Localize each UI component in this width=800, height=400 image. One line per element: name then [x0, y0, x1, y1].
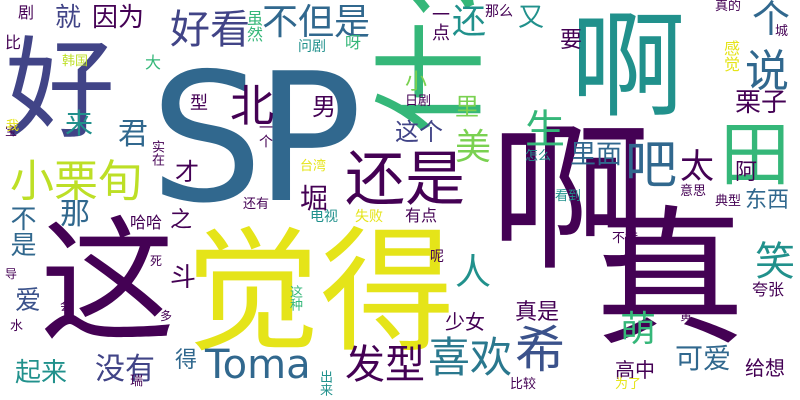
word-tian: 田: [720, 114, 790, 196]
word-meiyou: 没有: [95, 352, 155, 387]
word-de: 得: [175, 348, 198, 373]
word-xiaolixun: 小栗旬: [10, 156, 142, 207]
word-shaonv: 少女: [445, 310, 485, 334]
word-ya: 呀: [345, 33, 362, 52]
word-shibai: 失败: [355, 209, 383, 225]
word-limian: 里面: [570, 140, 623, 170]
word-xiao: 小: [405, 70, 428, 95]
word-haokan: 好看: [170, 7, 250, 53]
word-dianxing: 典型: [715, 194, 742, 209]
word-a-green: 啊: [551, 5, 685, 120]
word-toma: Toma: [205, 342, 311, 388]
word-gaozhong: 高中: [615, 358, 655, 382]
word-hanguo: 韩国: [62, 54, 89, 69]
word-a-large: 啊: [490, 106, 651, 293]
word-ge: 个: [752, 0, 791, 41]
word-dou: 斗: [170, 263, 197, 293]
word-na: 那: [60, 197, 90, 232]
word-taiwan: 台湾: [300, 159, 327, 174]
word-cheng: 城: [775, 24, 789, 39]
word-haishi: 还是: [345, 145, 465, 215]
word-dianshi: 电视: [310, 209, 338, 225]
word-chulai: 出来: [317, 370, 332, 396]
word-riju: 日剧: [405, 94, 432, 109]
word-si: 死: [150, 254, 163, 268]
word-lizi: 栗子: [735, 88, 788, 118]
word-mei: 美: [455, 127, 492, 168]
word-weile: 为了: [615, 377, 642, 392]
word-keai: 可爱: [675, 342, 732, 375]
word-jue: 堀: [300, 182, 329, 215]
word-kandao: 看到: [555, 189, 582, 204]
word-zhe: 这: [40, 204, 175, 361]
word-ren: 人: [455, 252, 492, 293]
word-yisi: 意思: [680, 184, 707, 199]
word-ju: 剧: [18, 3, 35, 22]
word-geixiang: 给想: [745, 356, 785, 380]
word-zhenshi: 真是: [515, 300, 560, 325]
word-ai: 爱: [15, 286, 42, 316]
word-zhen: 真: [595, 193, 746, 367]
word-ganjue: 感觉: [721, 40, 740, 72]
word-yige: 一个: [257, 120, 273, 148]
word-jiu: 就: [55, 3, 82, 33]
word-yao: 要: [560, 28, 583, 53]
word-hui: 会: [60, 299, 73, 313]
word-wo: 我: [6, 119, 20, 134]
word-juede: 觉得: [185, 214, 455, 371]
word-ne: 呢: [430, 249, 444, 265]
word-xing: 型: [190, 93, 208, 114]
word-ba: 吧: [625, 136, 678, 196]
word-bushi: 不是: [6, 205, 36, 257]
word-bei: 北: [230, 81, 274, 132]
word-hai: 还: [452, 2, 486, 42]
word-xiao: 笑: [755, 239, 795, 285]
word-dao: 导: [5, 267, 18, 281]
word-wenju: 问剧: [298, 39, 326, 55]
word-meng: 萌: [620, 309, 657, 350]
word-bao: 宝: [5, 124, 18, 138]
word-budanshi: 不但是: [262, 2, 371, 43]
word-bi: 比: [5, 33, 22, 52]
word-youdian: 有点: [405, 206, 438, 225]
word-bijiao: 比较: [510, 377, 537, 392]
word-lai: 来: [65, 107, 94, 140]
word-dongxi: 东西: [745, 188, 790, 213]
word-jun: 君: [118, 117, 148, 152]
word-zhege: 这个: [395, 118, 443, 146]
word-cai: 才: [175, 158, 199, 186]
word-huang: 黄: [680, 309, 693, 323]
word-kuazhang: 夸张: [752, 280, 785, 299]
word-zhezhong: 这种: [287, 285, 302, 311]
word-xihuan: 喜欢: [428, 333, 513, 382]
word-bucuo: 不错: [612, 231, 639, 246]
word-shizai: 实在: [149, 140, 164, 166]
word-haiyou: 还有: [243, 197, 270, 212]
word-a-small: 阿: [735, 160, 758, 185]
word-xi: 希: [515, 321, 565, 379]
word-sp: SP: [150, 35, 362, 242]
word-qilai: 起来: [15, 358, 68, 388]
word-rui: 瑞: [130, 374, 144, 389]
word-tai: 太: [680, 147, 714, 187]
word-shui: 水: [10, 319, 24, 334]
word-suiran: 虽然: [244, 10, 263, 42]
word-name: 那么: [485, 4, 513, 20]
word-zenme: 怎么: [525, 149, 552, 164]
word-hao: 好: [5, 26, 115, 154]
word-you: 又: [518, 3, 545, 33]
word-haha: 哈哈: [130, 213, 163, 232]
word-zhi: 之: [170, 208, 193, 233]
word-yidian: 一点: [429, 5, 450, 41]
word-li: 里: [455, 93, 479, 121]
word-shuo: 说: [745, 46, 789, 97]
word-faxing: 发型: [345, 342, 425, 388]
word-da: 大: [145, 53, 162, 72]
word-sheng: 生: [525, 107, 565, 153]
word-nan: 男: [312, 93, 336, 121]
word-zhende: 真的: [715, 0, 742, 14]
word-duo: 多: [160, 309, 173, 323]
word-yinwei: 因为: [92, 3, 145, 33]
